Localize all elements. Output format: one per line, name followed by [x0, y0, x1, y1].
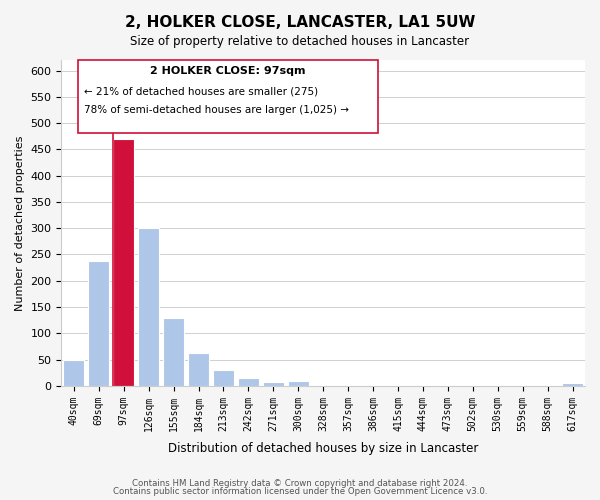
Bar [263, 382, 284, 386]
Text: 2, HOLKER CLOSE, LANCASTER, LA1 5UW: 2, HOLKER CLOSE, LANCASTER, LA1 5UW [125, 15, 475, 30]
Bar [63, 360, 85, 386]
Bar [138, 228, 159, 386]
Bar [188, 354, 209, 386]
Bar [287, 380, 309, 386]
Bar [163, 318, 184, 386]
Text: Size of property relative to detached houses in Lancaster: Size of property relative to detached ho… [130, 35, 470, 48]
Text: 78% of semi-detached houses are larger (1,025) →: 78% of semi-detached houses are larger (… [84, 105, 349, 115]
Text: 2 HOLKER CLOSE: 97sqm: 2 HOLKER CLOSE: 97sqm [150, 66, 306, 76]
Bar [562, 384, 583, 386]
Y-axis label: Number of detached properties: Number of detached properties [15, 136, 25, 310]
Bar [213, 370, 234, 386]
Bar [238, 378, 259, 386]
Bar [88, 261, 109, 386]
Text: ← 21% of detached houses are smaller (275): ← 21% of detached houses are smaller (27… [84, 86, 318, 96]
Text: Contains public sector information licensed under the Open Government Licence v3: Contains public sector information licen… [113, 487, 487, 496]
Bar [113, 139, 134, 386]
X-axis label: Distribution of detached houses by size in Lancaster: Distribution of detached houses by size … [168, 442, 478, 455]
Text: Contains HM Land Registry data © Crown copyright and database right 2024.: Contains HM Land Registry data © Crown c… [132, 478, 468, 488]
